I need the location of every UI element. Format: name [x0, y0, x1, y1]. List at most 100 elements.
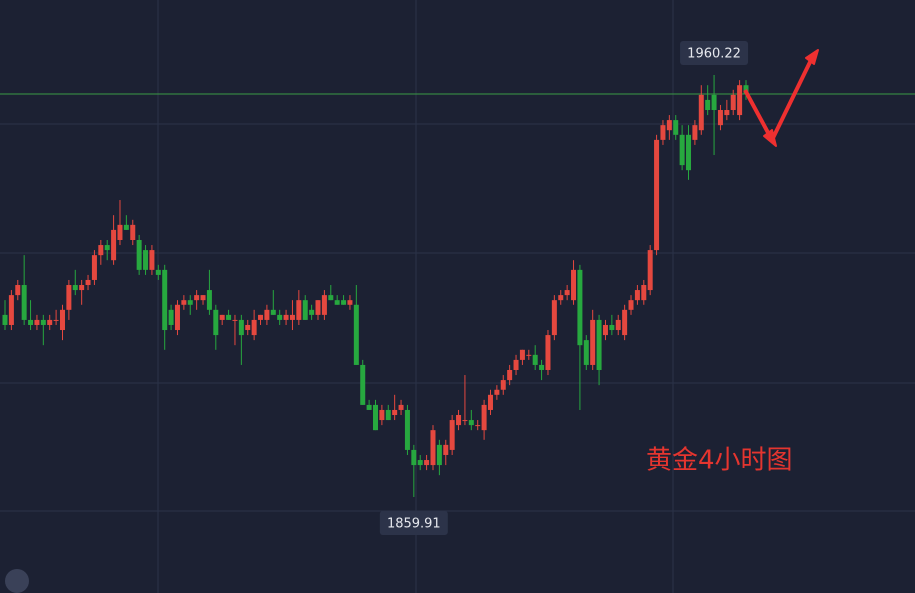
candle-body [634, 290, 640, 301]
candle-body [111, 229, 117, 261]
candle-body [551, 300, 557, 336]
candle-body [539, 364, 545, 370]
candle-body [577, 269, 583, 346]
candle-body [609, 324, 615, 331]
candle-body [628, 300, 634, 310]
candle-body [194, 295, 200, 301]
candle-body [168, 309, 174, 325]
candle-body [379, 409, 385, 421]
candle-body [53, 319, 59, 321]
candle-body [270, 309, 276, 315]
candle-body [34, 319, 40, 325]
candle-body [226, 314, 232, 320]
candle-body [123, 224, 129, 230]
candle-body [72, 285, 78, 291]
candle-body [59, 309, 65, 331]
candle-body [258, 314, 264, 320]
candle-body [468, 420, 474, 426]
candle-body [264, 309, 270, 320]
candle-body [513, 359, 519, 370]
candle-body [136, 240, 142, 270]
candle-body [443, 444, 449, 455]
candle-body [245, 324, 251, 331]
candle-body [596, 319, 602, 370]
candle-body [149, 250, 155, 270]
candle-body [500, 380, 506, 390]
price-tag: 1960.22 [687, 47, 741, 62]
arrow-head [805, 49, 819, 65]
candle-body [162, 269, 168, 331]
candle-body [79, 285, 85, 291]
candle-body [602, 324, 608, 336]
candle-body [283, 314, 289, 320]
candle-body [251, 319, 257, 336]
plot: 1960.22 1859.91 [0, 41, 915, 535]
candle-body [615, 319, 621, 331]
candle-body [40, 319, 46, 325]
candle-body [341, 300, 347, 305]
candle-body [545, 335, 551, 370]
candle-body [366, 404, 372, 410]
candle-body [583, 340, 589, 365]
candle-body [28, 319, 34, 325]
candle-body [373, 404, 378, 431]
candle-body [353, 304, 359, 365]
candle-body [456, 415, 462, 426]
candle-body [130, 224, 136, 241]
candle-body [654, 139, 660, 251]
candle-body [213, 309, 219, 336]
candle-body [181, 300, 187, 305]
candle-body [398, 404, 404, 410]
candle-body [730, 94, 736, 111]
candle-body [692, 125, 698, 140]
candle-body [91, 255, 97, 280]
candle-body [21, 285, 27, 320]
candle-body [2, 314, 8, 325]
candle-body [117, 224, 123, 241]
candle-body [494, 389, 500, 395]
candle-body [187, 300, 193, 305]
arrow-head [763, 129, 777, 147]
candle-body [321, 295, 327, 315]
candle-body [347, 300, 353, 305]
candle-body [385, 409, 391, 421]
candle-body [392, 409, 398, 416]
candle-body [200, 295, 206, 301]
candle-body [47, 319, 53, 325]
arrow [743, 49, 819, 147]
candle-body [737, 85, 743, 116]
candle-body [289, 314, 295, 320]
candle-body [698, 94, 704, 131]
candle-body [15, 285, 21, 296]
candle-body [705, 99, 711, 111]
candle-body [660, 125, 666, 140]
annotation: 黄金4小时图 [646, 446, 793, 476]
candle-body [711, 94, 717, 111]
candle-body [481, 404, 487, 431]
candle-body [462, 420, 468, 422]
candle-body [532, 354, 538, 365]
candle-body [315, 300, 321, 315]
candle-body [8, 295, 14, 325]
candle-body [724, 110, 730, 116]
candle-body [143, 250, 149, 270]
candle-body [104, 245, 110, 251]
candle-body [206, 290, 212, 310]
candle-body [66, 285, 72, 310]
candle-body [666, 120, 672, 131]
logo-icon [5, 569, 29, 593]
candle-body [449, 420, 455, 450]
candle-body [436, 444, 442, 466]
candle-body [328, 295, 334, 301]
candle-body [417, 460, 423, 466]
candle-body [232, 319, 238, 321]
candle-body [155, 269, 161, 275]
candle-body [564, 290, 570, 296]
candle-body [647, 250, 653, 291]
candle-body [85, 279, 91, 286]
candle-body [507, 369, 513, 381]
candle-body [174, 304, 180, 331]
candle-body [475, 425, 481, 427]
